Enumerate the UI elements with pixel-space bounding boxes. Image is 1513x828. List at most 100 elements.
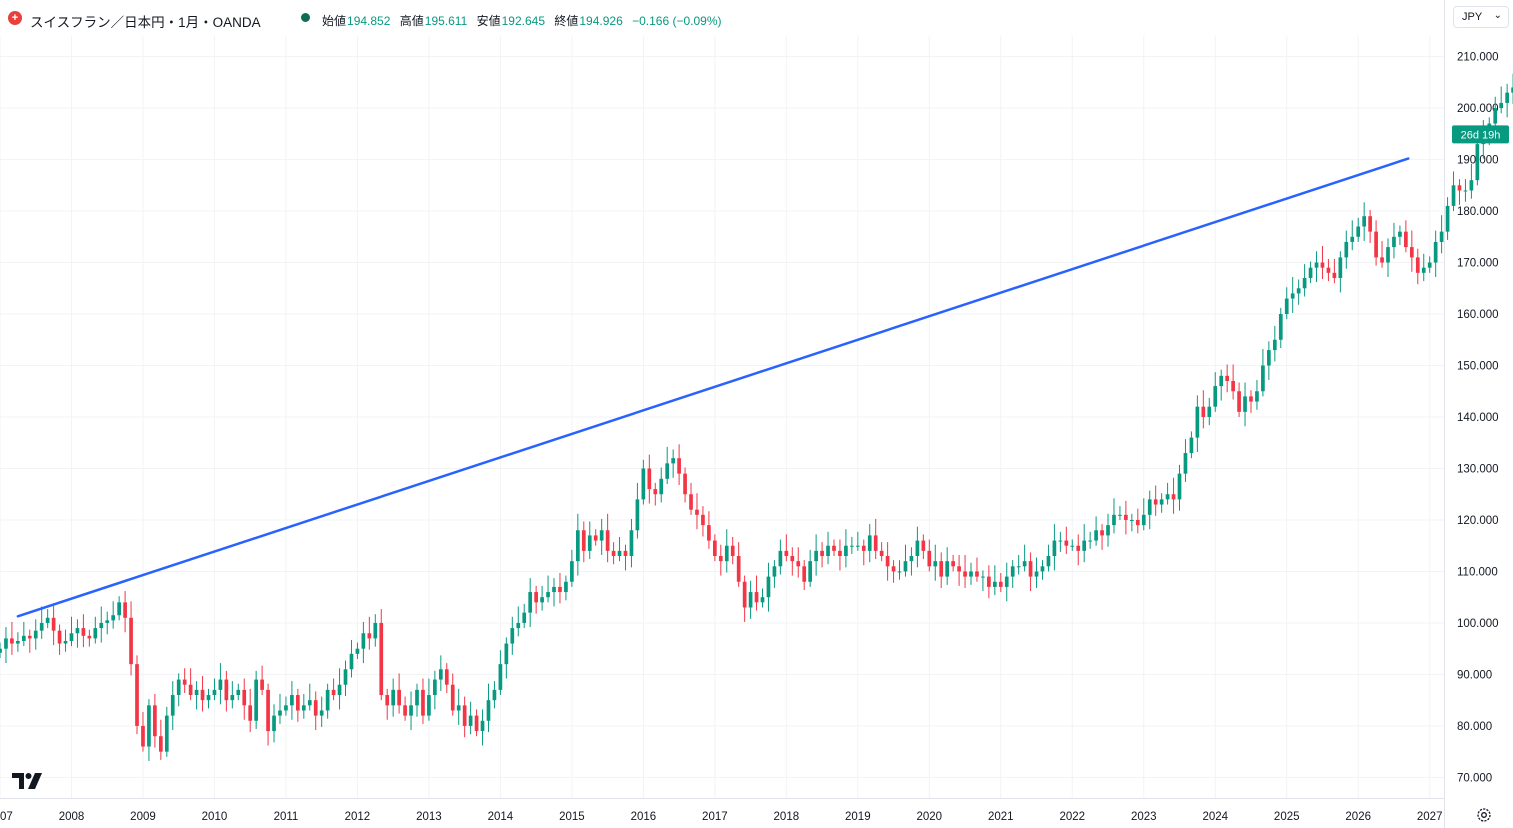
candle-body: [212, 689, 217, 696]
candle-body: [397, 689, 401, 706]
candle-body: [105, 620, 110, 623]
x-tick-label: 2018: [774, 811, 800, 823]
candle-body: [415, 689, 419, 706]
candle-body: [623, 550, 628, 557]
candle-body: [552, 586, 556, 593]
candle-body: [1511, 87, 1513, 93]
candle-body: [1386, 247, 1390, 263]
candle-body: [879, 550, 884, 557]
candle-body: [510, 628, 515, 644]
candle-body: [1499, 102, 1504, 109]
x-tick-label: 2010: [202, 811, 228, 823]
candle-body: [689, 494, 693, 510]
candle-body: [242, 689, 247, 706]
x-tick-label: 2007: [0, 811, 13, 823]
candle-body: [325, 689, 330, 711]
candle-body: [51, 617, 56, 631]
candle-body: [772, 566, 777, 577]
candle-body: [1016, 566, 1021, 568]
candle-body: [69, 633, 74, 641]
gear-icon[interactable]: [1475, 806, 1493, 824]
candle-body: [0, 648, 2, 653]
candle-body: [933, 561, 938, 567]
candle-body: [1290, 293, 1295, 299]
candle-body: [641, 468, 646, 500]
candle-body: [391, 689, 396, 706]
candle-body: [1404, 231, 1408, 248]
candle-body: [450, 684, 455, 711]
candle-body: [403, 705, 407, 716]
candle-body: [385, 695, 390, 706]
candle-body: [861, 545, 866, 551]
candle-body: [885, 556, 890, 567]
candle-body: [844, 545, 848, 557]
high-label: 高値: [399, 14, 424, 28]
candle-body: [1225, 375, 1230, 381]
candle-body: [1141, 514, 1146, 526]
x-tick-label: 2027: [1417, 811, 1443, 823]
y-tick-label: 180.000: [1457, 206, 1499, 218]
candle-body: [587, 535, 592, 551]
candle-body: [992, 581, 997, 587]
candle-body: [1320, 262, 1325, 268]
candle-body: [1219, 375, 1224, 387]
y-tick-label: 160.000: [1457, 309, 1499, 321]
candle-body: [826, 545, 830, 557]
y-tick-label: 210.000: [1457, 52, 1499, 64]
y-tick-label: 130.000: [1457, 463, 1499, 475]
candle-body: [147, 705, 151, 747]
candle-body: [343, 669, 348, 685]
tradingview-logo-icon[interactable]: [11, 772, 43, 790]
candle-body: [528, 592, 533, 613]
candle-body: [188, 684, 193, 696]
y-tick-label: 90.000: [1457, 669, 1492, 681]
candle-body: [93, 628, 98, 639]
candle-body: [927, 550, 932, 567]
candle-body: [117, 602, 121, 616]
candle-body: [909, 556, 914, 562]
candle-body: [1505, 92, 1509, 103]
candle-body: [1183, 453, 1188, 474]
candle-body: [474, 715, 479, 732]
candle-body: [111, 615, 116, 621]
candle-body: [998, 581, 1003, 587]
symbol-title[interactable]: スイスフラン／日本円・1月・OANDA: [30, 15, 261, 30]
candle-body: [206, 695, 211, 701]
high-value: 195.611: [424, 14, 468, 28]
candle-body: [629, 530, 634, 557]
candle-body: [1004, 576, 1009, 587]
candle-body: [546, 592, 550, 598]
candle-body: [444, 669, 449, 685]
candle-body: [456, 705, 461, 711]
y-tick-label: 170.000: [1457, 258, 1499, 270]
candle-body: [486, 700, 491, 721]
candle-body: [27, 635, 32, 639]
candle-body: [1493, 108, 1498, 124]
low-value: 192.645: [501, 14, 546, 28]
candle-body: [516, 622, 521, 629]
candle-body: [975, 571, 979, 577]
candle-body: [129, 617, 133, 665]
candle-body: [802, 566, 807, 582]
candle-body: [87, 635, 92, 639]
candle-body: [1040, 566, 1045, 572]
candle-body: [605, 530, 610, 551]
candle-body: [1380, 257, 1384, 263]
candle-body: [921, 540, 926, 551]
candle-body: [939, 561, 944, 577]
candle-body: [468, 715, 473, 726]
candle-body: [349, 653, 354, 670]
candle-body: [558, 586, 562, 593]
y-tick-label: 120.000: [1457, 515, 1499, 527]
candle-body: [123, 602, 127, 618]
candle-body: [331, 689, 336, 696]
price-countdown-badge: [1452, 125, 1509, 144]
x-tick-label: 2015: [559, 811, 585, 823]
open-label: 始値: [322, 14, 347, 28]
candle-body: [367, 633, 372, 639]
candle-body: [313, 700, 318, 716]
currency-select[interactable]: JPY ⌄: [1453, 6, 1509, 28]
candle-body: [1058, 540, 1063, 542]
candle-body: [832, 545, 836, 551]
